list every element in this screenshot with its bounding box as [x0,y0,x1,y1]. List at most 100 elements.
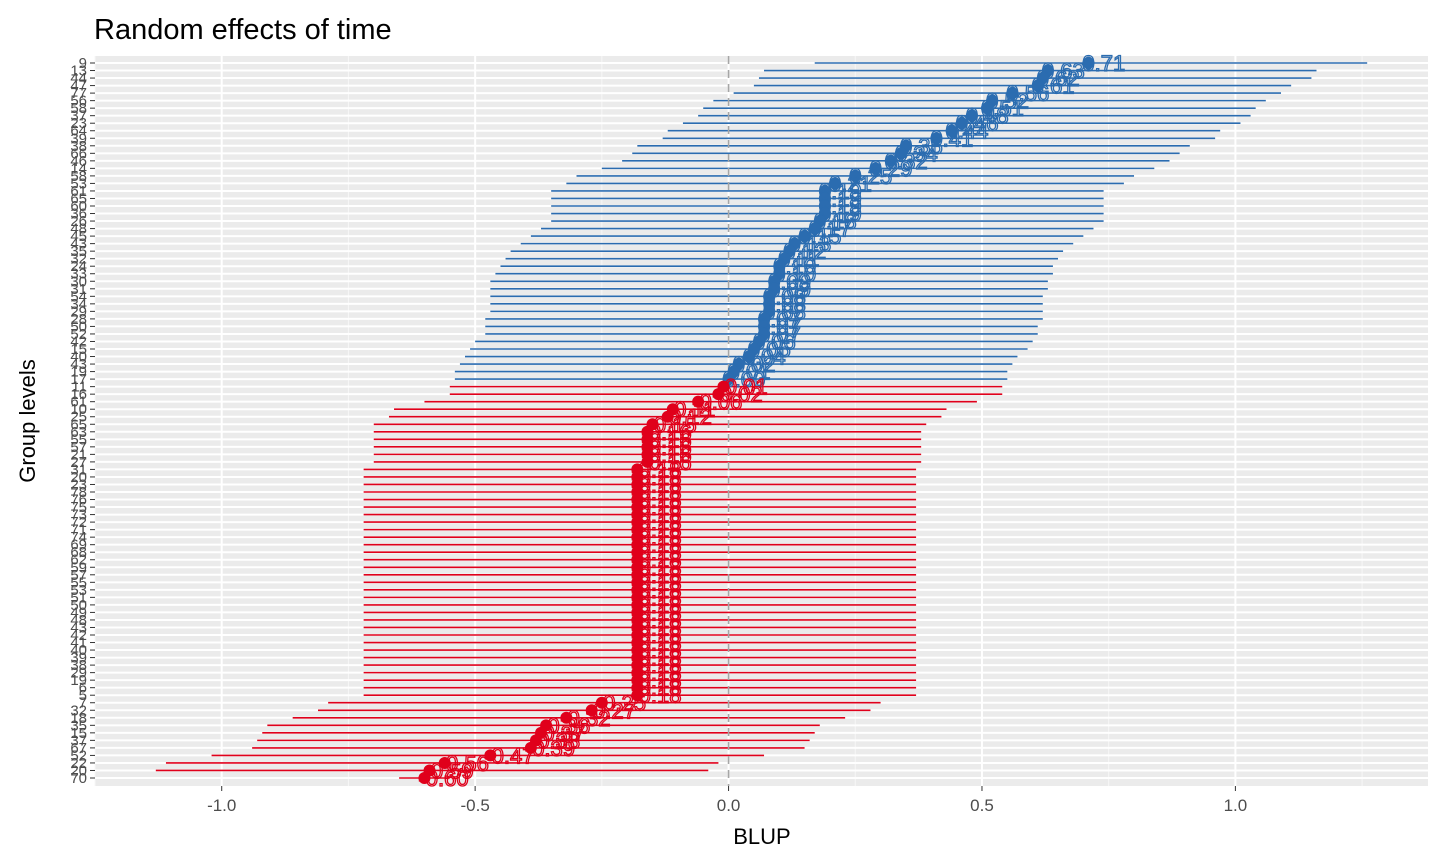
y-tick-label: 42 [70,333,87,350]
data-point [981,102,994,115]
y-tick-label: 57 [70,567,87,584]
y-tick-label: 49 [70,604,87,621]
y-tick-label: 67 [70,740,87,757]
y-tick-label: 72 [70,514,87,531]
y-tick-label: 65 [70,190,87,207]
data-point [798,230,811,243]
data-point [930,132,943,145]
data-point [712,388,725,401]
data-point [955,117,968,130]
y-tick-label: 77 [70,85,87,102]
y-tick-label: 58 [70,168,87,185]
y-tick-label: 17 [70,371,87,388]
y-tick-label: 7 [79,695,87,712]
data-point [438,756,451,769]
y-tick-label: 35 [70,717,87,734]
y-tick-label: 43 [70,619,87,636]
y-tick-label: 18 [70,710,87,727]
y-tick-label: 68 [70,544,87,561]
y-tick-label: 50 [70,597,87,614]
y-tick-label: 58 [70,100,87,117]
y-tick-label: 48 [70,221,87,238]
data-point [1031,79,1044,92]
y-tick-label: 61 [70,183,87,200]
y-tick-label: 55 [70,574,87,591]
data-point [585,704,598,717]
data-point [418,772,431,784]
y-tick-label: 73 [70,507,87,524]
y-tick-label: 16 [70,386,87,403]
y-tick-label: 61 [70,394,87,411]
y-tick-label: 54 [70,288,87,305]
y-tick-label: 53 [70,175,87,192]
y-tick-label: 21 [70,446,87,463]
y-tick-label: 41 [70,635,87,652]
y-axis-ticks: 9134447775658372364393866461458536165603… [70,55,95,787]
y-tick-label: 69 [70,537,87,554]
y-tick-label: 27 [70,454,87,471]
y-tick-label: 15 [70,341,87,358]
y-tick-label: 40 [70,349,87,366]
data-point [849,169,862,182]
y-tick-label: 5 [79,687,87,704]
y-tick-label: 42 [70,627,87,644]
y-tick-label: 28 [70,311,87,328]
y-tick-label: 62 [70,552,87,569]
y-tick-label: 31 [70,281,87,298]
y-tick-label: 13 [70,63,87,80]
y-tick-label: 37 [70,108,87,125]
data-point [808,222,821,235]
y-tick-label: 23 [70,476,87,493]
x-axis-title: BLUP [733,824,790,849]
y-tick-label: 34 [70,296,87,313]
chart-title: Random effects of time [94,14,392,46]
y-tick-label: 64 [70,123,87,140]
data-point [484,749,497,762]
y-tick-label: 47 [70,78,87,95]
y-tick-label: 76 [70,492,87,509]
y-tick-label: 32 [70,251,87,268]
y-axis-title: Group levels [15,359,40,483]
x-tick-label: 0.0 [717,796,741,815]
y-tick-label: 32 [70,702,87,719]
data-point [560,711,573,724]
y-tick-label: 46 [70,153,87,170]
data-point [524,741,537,754]
y-tick-label: 50 [70,318,87,335]
y-tick-label: 57 [70,439,87,456]
y-tick-label: 14 [70,160,87,177]
data-point [641,455,654,468]
data-point [742,350,755,363]
data-point [1006,87,1019,100]
data-points: 0.710.630.620.610.560.520.510.480.460.44… [418,50,1126,791]
y-tick-label: 65 [70,416,87,433]
data-point [945,124,958,137]
x-tick-label: 1.0 [1224,796,1248,815]
y-tick-label: 74 [70,529,87,546]
y-tick-label: 9 [79,55,87,72]
y-tick-label: 23 [70,115,87,132]
data-point [894,147,907,160]
y-tick-label: 37 [70,732,87,749]
data-point [884,154,897,167]
y-tick-label: 19 [70,672,87,689]
y-tick-label: 40 [70,642,87,659]
y-tick-label: 63 [70,424,87,441]
y-tick-label: 38 [70,138,87,155]
y-tick-label: 43 [70,356,87,373]
y-tick-label: 71 [70,522,87,539]
x-tick-label: 0.5 [970,796,994,815]
y-tick-label: 44 [70,70,87,87]
y-tick-label: 29 [70,303,87,320]
y-tick-label: 35 [70,243,87,260]
y-tick-label: 20 [70,469,87,486]
data-point [1082,57,1095,69]
data-point [692,395,705,408]
y-tick-label: 66 [70,145,87,162]
y-tick-label: 55 [70,431,87,448]
y-tick-label: 38 [70,657,87,674]
y-tick-label: 60 [70,198,87,215]
y-tick-label: 33 [70,266,87,283]
y-tick-label: 15 [70,725,87,742]
y-tick-label: 70 [70,770,87,787]
